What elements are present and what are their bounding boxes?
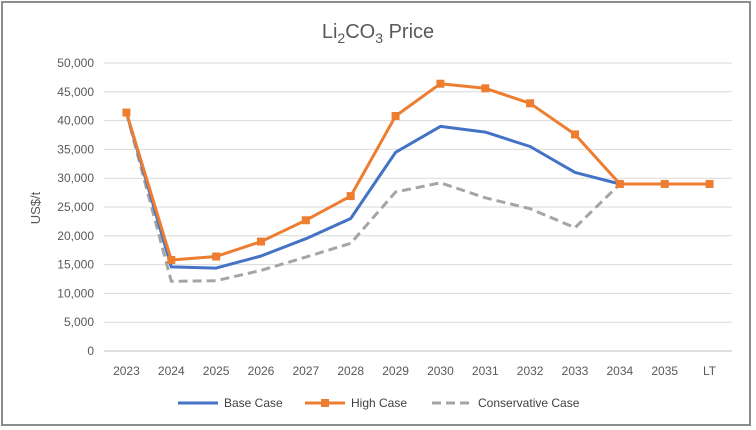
data-point-marker [526,99,535,108]
data-point-marker [391,111,400,120]
x-tick-label: 2024 [158,364,185,378]
data-point-marker [660,179,669,188]
legend-label: Conservative Case [478,396,580,410]
y-axis-label: US$/t [28,191,43,224]
data-point-marker [257,237,265,246]
x-tick-label: 2031 [472,364,499,378]
y-tick-label: 10,000 [57,286,94,300]
legend-label: Base Case [224,396,283,410]
y-tick-label: 25,000 [57,200,94,214]
x-tick-label: 2034 [607,364,634,378]
x-tick-label: 2026 [248,364,275,378]
series-line [124,82,712,262]
x-tick-label: 2029 [382,364,409,378]
data-point-marker [481,84,490,93]
x-tick-label: 2035 [651,364,678,378]
y-tick-label: 5,000 [64,315,94,329]
y-tick-label: 50,000 [57,56,94,70]
legend-marker [321,399,329,407]
x-tick-label: 2032 [517,364,544,378]
data-point-marker [212,252,221,261]
data-point-marker [436,79,445,88]
x-tick-label: 2023 [113,364,140,378]
x-tick-label: 2033 [562,364,589,378]
legend-label: High Case [351,396,407,410]
data-point-marker [167,255,176,264]
chart-title: Li2CO3 Price [322,21,434,46]
y-tick-label: 45,000 [57,85,94,99]
data-point-marker [615,179,624,188]
series-line [124,111,712,270]
y-tick-label: 20,000 [57,229,94,243]
legend: Base Case High Case Conservative Case [178,396,580,410]
gridlines [104,62,732,352]
series-lines [122,79,714,283]
x-tick-label: 2027 [293,364,320,378]
data-point-marker [122,108,131,117]
y-tick-labels: 0 5,000 10,000 15,000 20,000 25,000 30,000 35,0… [57,56,94,358]
x-tick-label: 2025 [203,364,230,378]
data-point-marker [571,130,579,139]
data-point-marker [346,192,355,201]
y-tick-label: 35,000 [57,142,94,156]
x-tick-labels: 2023 2024 2025 2026 2027 2028 2029 2030 2031 2032… [113,364,717,378]
y-tick-label: 15,000 [57,258,94,272]
y-tick-label: 40,000 [57,114,94,128]
y-tick-label: 0 [87,344,94,358]
x-tick-label: LT [703,364,717,378]
x-tick-label: 2028 [337,364,364,378]
data-point-marker [705,179,714,188]
data-point-marker [301,216,310,225]
y-tick-label: 30,000 [57,171,94,185]
x-tick-label: 2030 [427,364,454,378]
series-line [124,112,710,283]
